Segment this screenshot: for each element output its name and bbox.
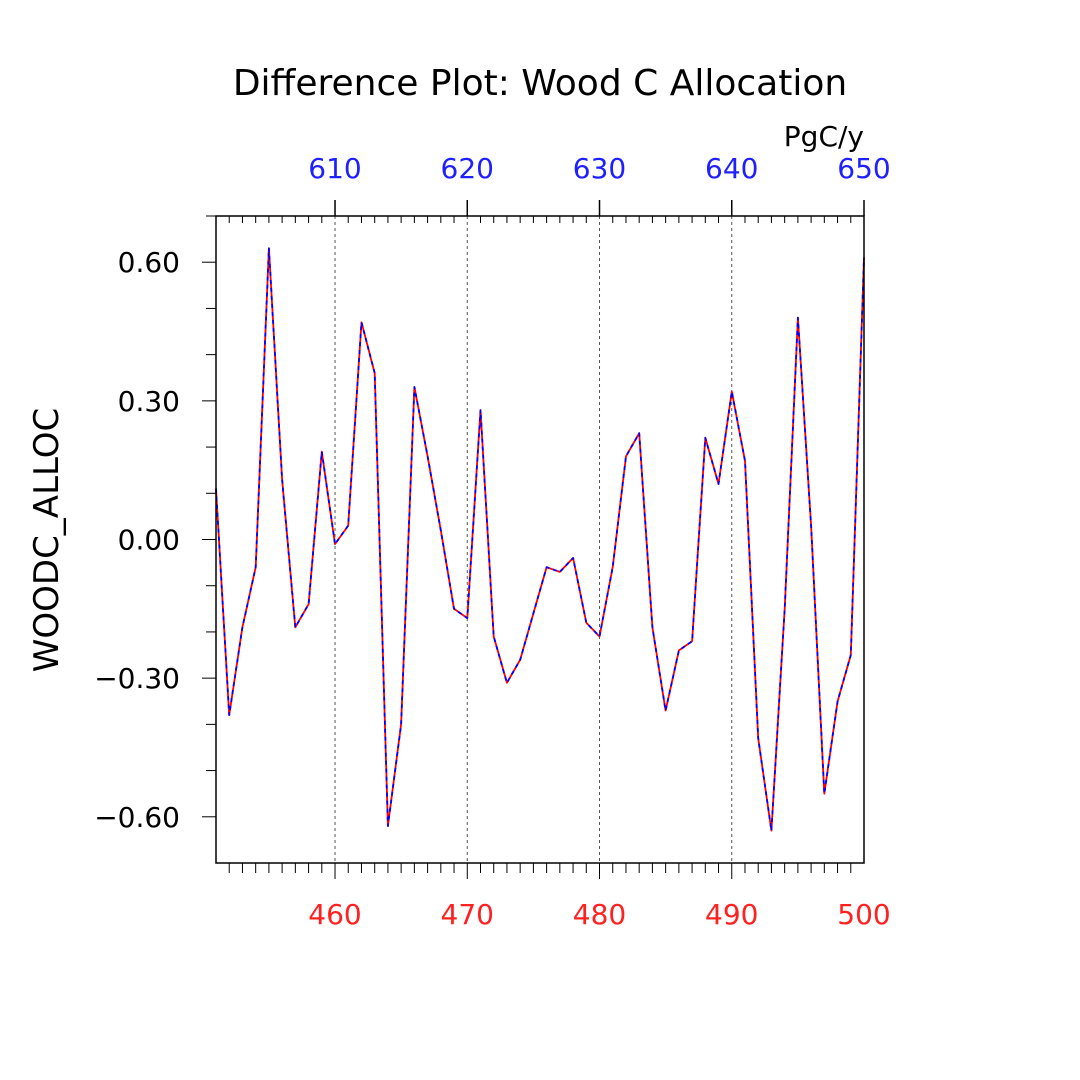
- units-label: PgC/y: [784, 120, 864, 153]
- x-tick-label: 460: [308, 898, 361, 931]
- y-tick-label: 0.60: [118, 246, 180, 279]
- top-tick-label: 640: [705, 152, 758, 185]
- top-tick-label: 610: [308, 152, 361, 185]
- series-lines: [215, 247, 865, 832]
- chart-title: Difference Plot: Wood C Allocation: [233, 63, 847, 104]
- x-tick-label: 470: [441, 898, 494, 931]
- y-tick-label: 0.00: [118, 524, 180, 557]
- x-tick-label: 490: [705, 898, 758, 931]
- x-tick-label: 480: [573, 898, 626, 931]
- y-axis-label: WOODC_ALLOC: [27, 408, 67, 673]
- tick-labels: 460 470 480 490 500 610 620 630 640 650 −0.60 −0.30…: [94, 152, 891, 931]
- axis-ticks: [202, 200, 865, 879]
- top-tick-label: 630: [573, 152, 626, 185]
- top-tick-label: 650: [837, 152, 890, 185]
- y-tick-label: −0.30: [94, 662, 180, 695]
- y-tick-label: −0.60: [94, 801, 180, 834]
- top-tick-label: 620: [441, 152, 494, 185]
- series-line-2: [215, 247, 865, 832]
- y-tick-label: 0.30: [118, 385, 180, 418]
- x-tick-label: 500: [837, 898, 890, 931]
